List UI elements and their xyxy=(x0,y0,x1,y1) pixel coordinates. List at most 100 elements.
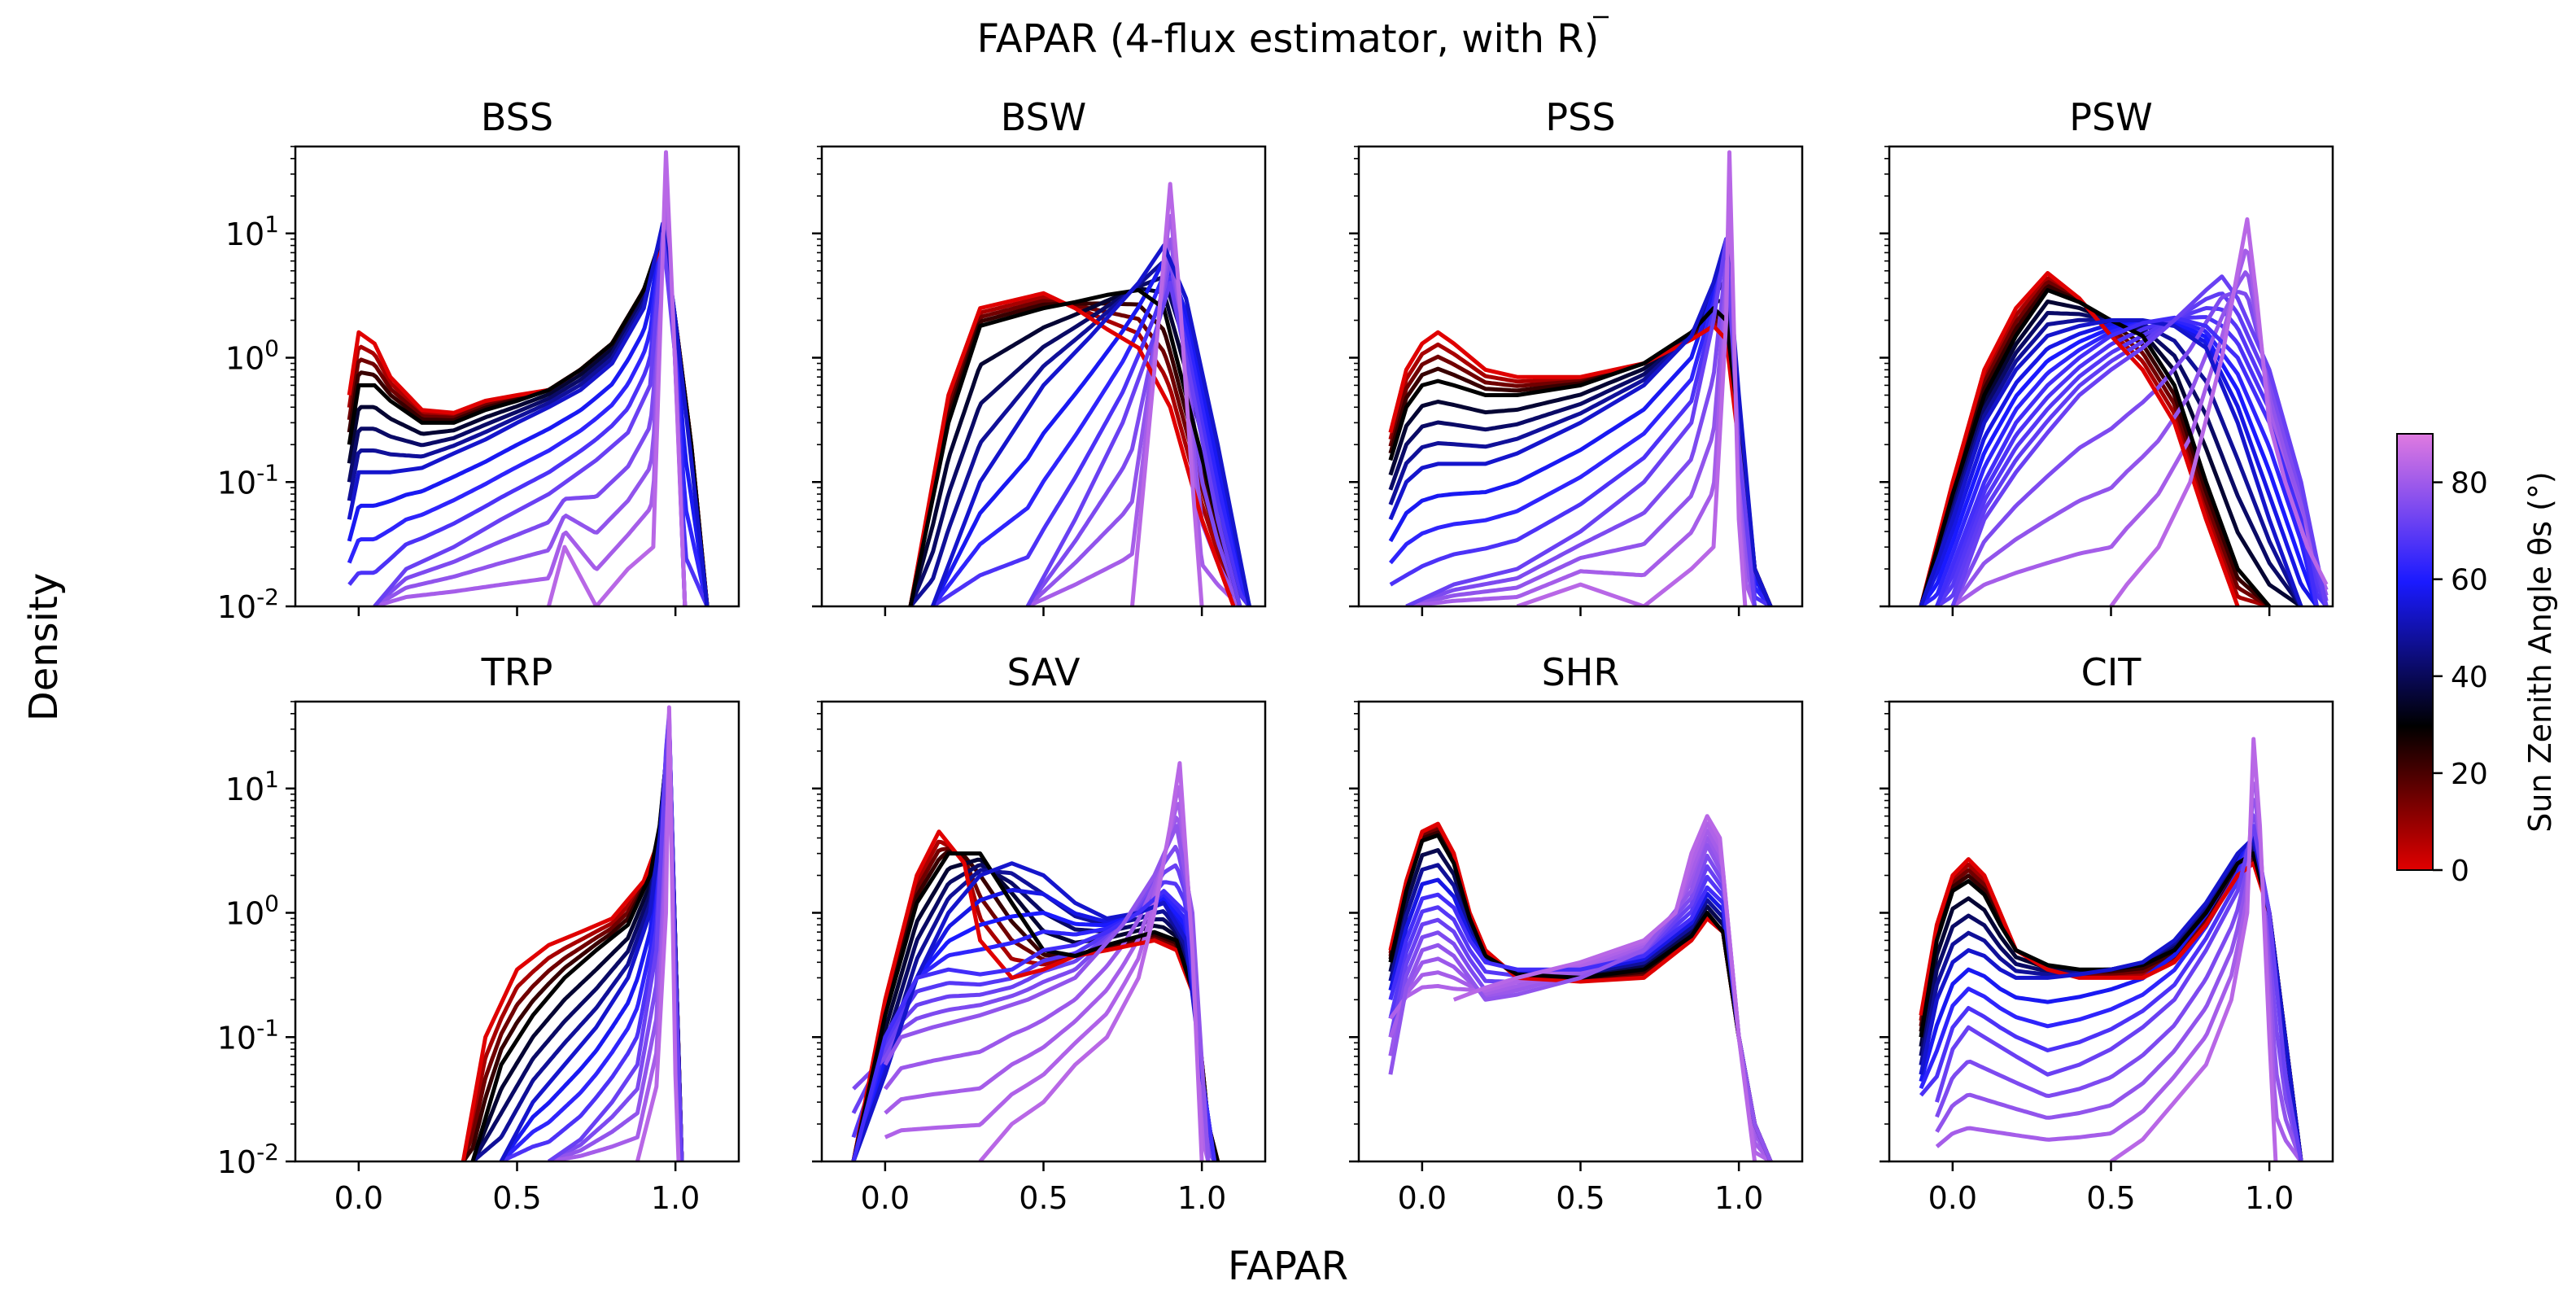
interpolated-curve xyxy=(347,230,709,606)
x-tick-label: 0.5 xyxy=(1556,1180,1605,1216)
y-tick-exponent: 1 xyxy=(264,211,279,238)
panel-shr: SHR 0.0 0.5 1.0 xyxy=(1349,650,1804,1216)
y-tick-label: 10-1 xyxy=(217,459,279,501)
x-tick-label: 0.5 xyxy=(2086,1180,2135,1216)
panel-frame xyxy=(1357,700,1804,1163)
y-tick-exponent: -1 xyxy=(256,459,279,486)
series-line-sza-84 xyxy=(2110,737,2278,1161)
y-tick-label: 101 xyxy=(225,211,279,252)
y-tick-exponent: 0 xyxy=(264,890,279,917)
y-tick-base: 10 xyxy=(225,216,264,252)
interpolated-curve xyxy=(1388,237,1773,606)
interpolated-curve xyxy=(1388,848,1773,1161)
interpolated-curve xyxy=(1919,319,2319,606)
interpolated-curve xyxy=(1936,291,2329,606)
panel-series-group xyxy=(1919,737,2303,1161)
interpolated-curve xyxy=(851,857,1220,1161)
interpolated-curve xyxy=(470,737,684,1161)
panel-title: SHR xyxy=(1542,650,1620,694)
interpolated-curve xyxy=(373,221,688,606)
y-tick-exponent: -2 xyxy=(256,584,279,610)
colorbar-tick-label: 80 xyxy=(2451,467,2488,501)
panel-psw: PSW xyxy=(1880,95,2334,616)
panel-title: PSS xyxy=(1545,95,1615,139)
panel-series-group xyxy=(347,150,709,606)
series-line-sza-30 xyxy=(1919,287,2272,606)
interpolated-curve xyxy=(1919,829,2303,1161)
panel-title: BSS xyxy=(481,95,553,139)
panel-title: CIT xyxy=(2081,650,2142,694)
interpolated-curve xyxy=(931,275,1251,606)
series-line-sza-54 xyxy=(1919,318,2303,606)
interpolated-curve xyxy=(471,736,684,1161)
x-tick-label: 1.0 xyxy=(1714,1180,1763,1216)
colorbar-tick-label: 60 xyxy=(2451,564,2488,597)
interpolated-curve xyxy=(851,868,1220,1161)
colorbar-tick-label: 40 xyxy=(2451,661,2488,694)
y-tick-exponent: 0 xyxy=(264,335,279,362)
interpolated-curve xyxy=(851,863,1220,1161)
interpolated-curve xyxy=(1935,797,2303,1161)
y-tick-exponent: 1 xyxy=(264,766,279,793)
interpolated-curve xyxy=(1935,781,2303,1161)
interpolated-curve xyxy=(1405,255,1757,606)
interpolated-curve xyxy=(1935,812,2303,1161)
interpolated-curve xyxy=(1935,306,2329,606)
y-tick-base: 10 xyxy=(217,1020,256,1056)
interpolated-curve xyxy=(1389,237,1772,606)
series-line-sza-72 xyxy=(373,231,688,606)
figure-suptitle: FAPAR (4-flux estimator, with R) xyxy=(977,16,1600,62)
panel-title: TRP xyxy=(481,650,553,694)
panel-series-group xyxy=(461,705,684,1161)
interpolated-curve xyxy=(1388,821,1772,1161)
y-tick-base: 10 xyxy=(225,896,264,932)
series-line-sza-30 xyxy=(1388,306,1773,606)
interpolated-curve xyxy=(883,816,1211,1161)
interpolated-curve xyxy=(1406,212,1757,606)
interpolated-curve xyxy=(1388,864,1773,1161)
x-tick-label: 0.0 xyxy=(1928,1180,1977,1216)
y-tick-exponent: -1 xyxy=(256,1014,279,1041)
panel-series-group xyxy=(851,761,1220,1161)
series-line-sza-84 xyxy=(1516,150,1748,606)
panel-bsw: BSW xyxy=(812,95,1267,616)
interpolated-curve xyxy=(1026,213,1242,606)
panel-series-group xyxy=(1388,814,1773,1161)
colorbar-ticks: 0 20 40 60 80 xyxy=(2433,467,2488,888)
series-line-sza-84 xyxy=(546,150,688,606)
series-line-sza-72 xyxy=(1025,281,1242,606)
series-line-sza-66 xyxy=(851,889,1217,1161)
interpolated-curve xyxy=(499,728,684,1161)
y-tick-label: 100 xyxy=(225,890,279,932)
colorbar-tick-label: 0 xyxy=(2451,855,2469,888)
series-line-sza-84 xyxy=(1452,814,1757,1161)
panel-title: SAV xyxy=(1006,650,1081,694)
y-tick-label: 100 xyxy=(225,335,279,377)
interpolated-curve xyxy=(1388,298,1773,606)
x-tick-label: 0.0 xyxy=(861,1180,910,1216)
interpolated-curve xyxy=(1025,260,1242,606)
x-tick-label: 1.0 xyxy=(651,1180,700,1216)
panel-series-group xyxy=(1388,150,1773,606)
interpolated-curve xyxy=(931,269,1251,606)
panel-title: BSW xyxy=(1001,95,1086,139)
x-tick-label: 0.5 xyxy=(1019,1180,1068,1216)
y-tick-label: 10-2 xyxy=(217,1139,279,1180)
y-tick-base: 10 xyxy=(217,589,256,625)
x-tick-label: 1.0 xyxy=(1177,1180,1226,1216)
x-tick-label: 0.5 xyxy=(492,1180,541,1216)
panel-series-group xyxy=(908,182,1251,606)
panel-cit: CIT 0.0 0.5 1.0 xyxy=(1880,650,2334,1216)
interpolated-curve xyxy=(1388,863,1773,1161)
interpolated-curve xyxy=(347,233,709,606)
panel-pss: PSS xyxy=(1349,95,1804,616)
interpolated-curve xyxy=(1935,315,2329,606)
y-tick-label: 10-1 xyxy=(217,1014,279,1056)
y-tick-label: 10-2 xyxy=(217,584,279,625)
x-tick-label: 1.0 xyxy=(2245,1180,2294,1216)
series-line-sza-30 xyxy=(1919,851,2303,1161)
series-line-sza-0 xyxy=(1919,857,2303,1161)
